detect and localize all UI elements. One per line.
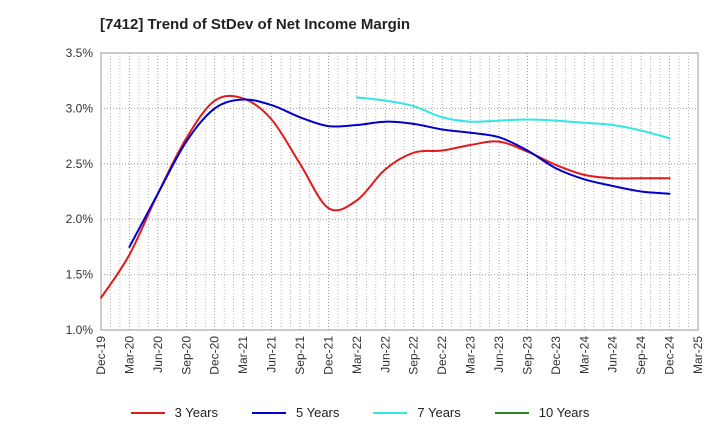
x-tick-label: Jun-20: [151, 336, 165, 373]
x-tick-label: Dec-23: [549, 336, 563, 375]
legend-swatch-10-years: [494, 411, 529, 414]
x-tick-label: Jun-23: [492, 336, 506, 373]
legend-label-5-years: 5 Years: [296, 405, 340, 420]
x-tick-label: Jun-21: [265, 336, 279, 373]
y-tick-label: 1.0%: [66, 323, 94, 337]
x-tick-label: Dec-19: [94, 336, 108, 375]
series-line-7-years: [355, 96, 671, 140]
x-tick-label: Sep-21: [293, 336, 307, 375]
legend-label-7-years: 7 Years: [417, 405, 461, 420]
x-tick-label: Mar-21: [236, 336, 250, 374]
x-tick-label: Sep-22: [407, 336, 421, 375]
y-tick-label: 1.5%: [66, 268, 94, 282]
y-tick-label: 2.5%: [66, 157, 94, 171]
x-tick-label: Mar-22: [350, 336, 364, 374]
legend-item-10-years: 10 Years: [494, 405, 590, 420]
legend: 3 Years 5 Years 7 Years 10 Years: [0, 405, 720, 420]
plot-area: [100, 52, 699, 331]
x-tick-label: Mar-20: [122, 336, 136, 374]
y-tick-label: 3.0%: [66, 101, 94, 115]
x-tick-label: Sep-23: [520, 336, 534, 375]
x-tick-label: Jun-22: [378, 336, 392, 373]
x-tick-label: Dec-24: [663, 336, 677, 375]
legend-item-3-years: 3 Years: [130, 405, 218, 420]
x-tick-label: Jun-24: [606, 336, 620, 373]
legend-item-5-years: 5 Years: [252, 405, 339, 420]
legend-swatch-3-years: [130, 411, 165, 414]
x-tick-label: Mar-23: [464, 336, 478, 374]
legend-item-7-years: 7 Years: [373, 405, 461, 420]
x-tick-label: Mar-24: [577, 336, 591, 374]
legend-swatch-5-years: [252, 411, 286, 414]
x-tick-label: Dec-21: [321, 336, 335, 375]
x-tick-label: Mar-25: [691, 336, 705, 374]
x-tick-label: Sep-24: [634, 336, 648, 375]
legend-label-3-years: 3 Years: [174, 405, 218, 420]
y-tick-label: 2.0%: [66, 212, 94, 226]
x-tick-label: Dec-20: [208, 336, 222, 375]
legend-swatch-7-years: [373, 411, 408, 414]
x-tick-label: Dec-22: [435, 336, 449, 375]
x-tick-label: Sep-20: [179, 336, 193, 375]
line-chart: Dec-19 Mar-20 Jun-20 Sep-20 Dec-20 Mar-21 Jun-…: [66, 46, 705, 375]
legend-label-10-years: 10 Years: [538, 405, 590, 420]
series-line-3-years: [100, 94, 671, 299]
series-line-5-years: [128, 98, 671, 248]
chart-title: [7412] Trend of StDev of Net Income Marg…: [100, 16, 411, 33]
y-tick-label: 3.5%: [66, 46, 94, 60]
